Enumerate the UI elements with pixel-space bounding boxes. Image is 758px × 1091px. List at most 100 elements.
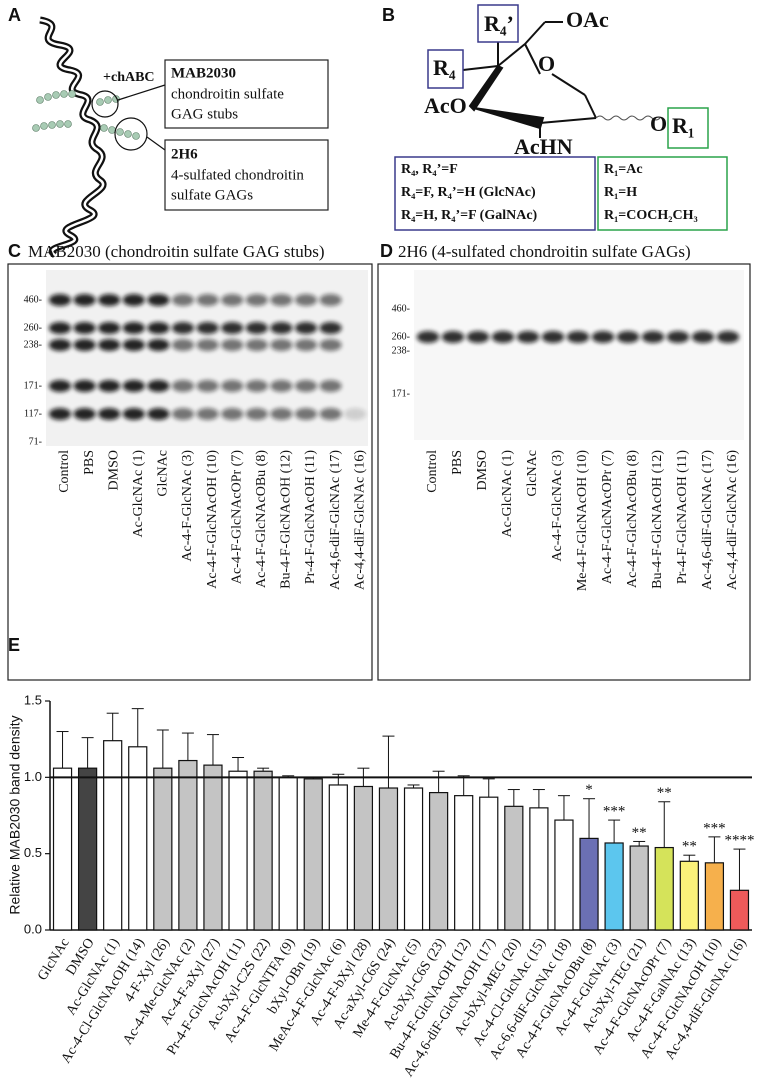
bar <box>153 767 173 931</box>
blot-band <box>122 408 145 420</box>
lane-label: GlcNAc <box>156 450 171 497</box>
marker-label: 71- <box>29 436 42 447</box>
blot-band <box>171 408 195 420</box>
legend-text: R₁=Ac <box>604 162 643 177</box>
antibody-name: MAB2030 <box>171 65 236 81</box>
blot-band <box>294 408 318 420</box>
bar <box>704 862 725 931</box>
treatment-label: +chABC <box>103 70 155 85</box>
blot-image <box>414 270 744 440</box>
panel-letter: D <box>380 241 393 261</box>
bar <box>378 787 399 931</box>
blot-band <box>98 294 121 306</box>
bar <box>729 889 750 931</box>
blot-band <box>98 339 121 351</box>
blot-band <box>319 339 342 351</box>
blot-band <box>122 322 145 334</box>
substituent-label: OAc <box>566 7 609 32</box>
substituent-label: R₁ <box>672 113 694 138</box>
blot-band <box>566 331 590 343</box>
blot-band <box>221 322 244 334</box>
blot-band <box>616 331 640 343</box>
bar <box>353 785 374 931</box>
lane-label: Bu-4-F-GlcNAcOH (12) <box>650 450 665 589</box>
blot-band <box>171 322 195 334</box>
blot-band <box>245 322 268 334</box>
blot-band <box>344 408 367 420</box>
blot-band <box>591 331 615 343</box>
blot-band <box>294 322 318 334</box>
legend-text: R₄, R₄’=F <box>401 162 458 177</box>
blot-band <box>294 294 318 306</box>
blot-band <box>270 408 293 420</box>
significance-label: *** <box>603 804 626 820</box>
substituent-label: R₄’ <box>484 11 514 36</box>
blot-band <box>270 380 293 392</box>
legend-text: R₄=F, R₄’=H (GlcNAc) <box>401 185 536 200</box>
blot-band <box>516 331 540 343</box>
panel-letter: A <box>8 5 21 25</box>
legend-text: R₄=H, R₄’=F (GalNAc) <box>401 208 538 223</box>
blot-band <box>641 331 665 343</box>
blot-band <box>196 408 219 420</box>
bar <box>428 791 449 931</box>
y-axis-label: Relative MAB2030 band density <box>7 715 23 914</box>
blot-band <box>666 331 690 343</box>
lane-label: Ac-4-F-GlcNAcOBu (8) <box>254 450 269 588</box>
blot-band <box>294 380 318 392</box>
blot-band <box>196 380 219 392</box>
blot-band <box>319 294 342 306</box>
blot-band <box>270 322 293 334</box>
marker-label: 260- <box>24 322 42 333</box>
significance-label: ** <box>682 839 697 855</box>
blot-band <box>122 294 145 306</box>
r4-prime-box <box>477 4 519 43</box>
lane-label: Ac-4-F-GlcNAc (3) <box>180 450 195 562</box>
marker-label: 238- <box>24 339 42 350</box>
blot-band <box>122 339 145 351</box>
bar <box>529 807 549 931</box>
y-tick-label: 1.0 <box>24 769 42 784</box>
blot-band <box>48 380 72 392</box>
r4-box <box>427 49 464 89</box>
panel-letter: E <box>8 635 20 655</box>
blot-band <box>294 339 318 351</box>
blot-band <box>48 322 72 334</box>
blot-band <box>416 331 440 343</box>
blot-band <box>196 339 219 351</box>
blot-band <box>691 331 715 343</box>
blot-band <box>98 380 121 392</box>
bar <box>654 846 674 931</box>
bar <box>228 770 248 931</box>
antibody-name: 2H6 <box>171 146 198 162</box>
bar <box>504 805 524 931</box>
blot-band <box>48 408 72 420</box>
bar <box>403 787 424 931</box>
y-tick-label: 1.5 <box>24 692 42 707</box>
substituent-label: AcO <box>424 93 467 118</box>
marker-label: 238- <box>392 345 410 356</box>
significance-label: *** <box>703 820 726 836</box>
lane-label: Control <box>57 450 72 493</box>
bar <box>52 767 73 931</box>
blot-band <box>73 380 96 392</box>
bar <box>278 776 298 931</box>
bar <box>629 845 649 931</box>
lane-label: Ac-4,4-diF-GlcNAc (16) <box>725 450 740 590</box>
significance-label: ** <box>632 825 647 841</box>
r4-legend-box <box>394 156 596 231</box>
bar <box>203 764 223 931</box>
antibody-text: GAG stubs <box>171 106 238 122</box>
bar <box>253 770 273 931</box>
y-tick-label: 0.5 <box>24 845 42 860</box>
lane-label: DMSO <box>106 450 121 490</box>
lane-label: Pr-4-F-GlcNAcOH (11) <box>303 450 318 584</box>
blot-band <box>73 294 96 306</box>
bar <box>103 740 123 931</box>
blot-band <box>147 408 170 420</box>
substituent-label: O <box>650 111 667 136</box>
blot-band <box>319 380 342 392</box>
blot-band <box>171 339 195 351</box>
significance-label: ** <box>657 785 672 801</box>
blot-band <box>73 339 96 351</box>
